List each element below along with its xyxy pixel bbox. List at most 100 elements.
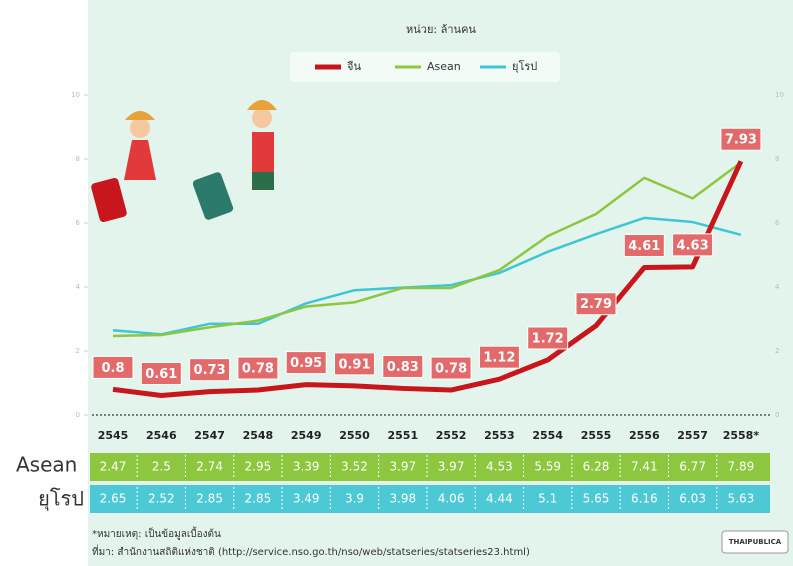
x-tick-label: 2553: [484, 429, 515, 442]
table-value: 3.97: [389, 460, 416, 474]
value-label: 2.79: [580, 297, 612, 312]
x-tick-label: 2555: [581, 429, 612, 442]
value-label-box: [334, 352, 375, 376]
legend-label: ยุโรป: [512, 59, 537, 73]
table-value: 5.65: [583, 492, 610, 506]
value-label: 1.72: [532, 331, 564, 346]
value-label: 0.78: [242, 362, 274, 377]
y-tick-label: 4: [76, 283, 81, 291]
row-label-asean: Asean: [16, 453, 77, 477]
table-value: 5.1: [538, 492, 557, 506]
value-label-box: [527, 326, 569, 350]
x-tick-label: 2552: [436, 429, 467, 442]
table-value: 5.59: [534, 460, 561, 474]
y-tick-label: 10: [71, 91, 80, 99]
y-tick-label-right: 0: [775, 411, 779, 419]
y-tick-label-right: 2: [775, 347, 779, 355]
value-label-box: [430, 356, 472, 380]
y-tick-label-right: 8: [775, 155, 779, 163]
note: *หมายเหตุ: เป็นข้อมูลเบื้องต้น: [92, 526, 221, 540]
table-value: 6.03: [679, 492, 706, 506]
value-label: 0.73: [194, 363, 226, 378]
value-label: 1.12: [483, 351, 515, 366]
legend-label: จีน: [346, 60, 361, 73]
table-value: 2.65: [100, 492, 127, 506]
table-row: [90, 453, 770, 481]
series-line: [112, 216, 742, 336]
y-tick-label-right: 4: [775, 283, 780, 291]
logo-box: [721, 530, 789, 554]
y-tick-label: 0: [76, 411, 80, 419]
x-tick-label: 2554: [532, 429, 563, 442]
table-value: 6.77: [679, 460, 706, 474]
legend-label: Asean: [427, 60, 461, 73]
unit: หน่วย: ล้านคน: [406, 23, 476, 36]
row-label-europe: ยุโรป: [38, 487, 84, 512]
table-value: 6.28: [583, 460, 610, 474]
y-tick-label: 6: [76, 219, 81, 227]
value-label: 0.8: [101, 361, 124, 376]
value-label-box: [285, 351, 327, 375]
table-value: 2.52: [148, 492, 175, 506]
table-value: 7.41: [631, 460, 658, 474]
table-row: [90, 485, 770, 513]
value-label-box: [189, 358, 231, 382]
table-value: 3.49: [293, 492, 320, 506]
value-label-box: [478, 345, 520, 369]
value-label: 7.93: [725, 133, 757, 148]
x-tick-label: 2547: [194, 429, 225, 442]
table-value: 3.52: [341, 460, 368, 474]
table-value: 3.9: [345, 492, 364, 506]
table-value: 2.5: [152, 460, 171, 474]
series-line: [112, 160, 744, 398]
y-tick-label-right: 10: [775, 91, 784, 99]
value-label: 0.95: [290, 356, 322, 371]
x-tick-label: 2558*: [723, 429, 760, 442]
table-value: 4.44: [486, 492, 513, 506]
logo: THAIPUBLICA: [729, 538, 782, 546]
value-label-box: [720, 127, 762, 151]
y-tick-label-right: 6: [775, 219, 780, 227]
value-label-box: [140, 361, 182, 385]
table-value: 2.85: [245, 492, 272, 506]
value-label: 4.63: [677, 238, 709, 253]
value-label: 0.78: [435, 362, 467, 377]
value-label-box: [623, 233, 665, 257]
value-label-box: [237, 356, 279, 380]
table-value: 3.39: [293, 460, 320, 474]
x-tick-label: 2557: [677, 429, 708, 442]
value-label: 4.61: [628, 239, 660, 254]
x-tick-label: 2549: [291, 429, 322, 442]
x-tick-label: 2546: [146, 429, 177, 442]
y-tick-label: 8: [76, 155, 80, 163]
table-value: 2.74: [196, 460, 223, 474]
table-value: 2.95: [245, 460, 272, 474]
value-label-box: [382, 354, 424, 378]
x-tick-label: 2545: [98, 429, 129, 442]
table-value: 6.16: [631, 492, 658, 506]
table-value: 5.63: [728, 492, 755, 506]
value-label-box: [92, 355, 134, 379]
y-tick-label: 2: [76, 347, 80, 355]
value-label-box: [672, 233, 714, 257]
background: [88, 0, 793, 566]
x-tick-label: 2548: [243, 429, 274, 442]
table-value: 4.53: [486, 460, 513, 474]
table-value: 2.47: [100, 460, 127, 474]
table-value: 2.85: [196, 492, 223, 506]
value-label: 0.61: [145, 367, 177, 382]
x-tick-label: 2551: [387, 429, 418, 442]
legend-box: [290, 52, 560, 82]
table-value: 4.06: [438, 492, 465, 506]
value-label-box: [575, 292, 617, 316]
table-value: 3.97: [438, 460, 465, 474]
series-line: [112, 161, 742, 338]
table-value: 3.98: [389, 492, 416, 506]
x-tick-label: 2556: [629, 429, 660, 442]
x-tick-label: 2550: [339, 429, 370, 442]
table-value: 7.89: [728, 460, 755, 474]
value-label: 0.83: [387, 360, 419, 375]
value-label: 0.91: [338, 357, 370, 372]
